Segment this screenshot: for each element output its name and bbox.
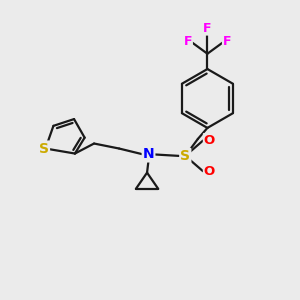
Text: F: F: [183, 34, 192, 48]
Text: O: O: [204, 134, 215, 147]
Text: S: S: [39, 142, 49, 155]
Text: S: S: [180, 149, 190, 163]
Text: O: O: [204, 165, 215, 178]
Text: N: N: [143, 147, 154, 161]
Text: F: F: [223, 34, 231, 48]
Text: F: F: [203, 22, 212, 34]
